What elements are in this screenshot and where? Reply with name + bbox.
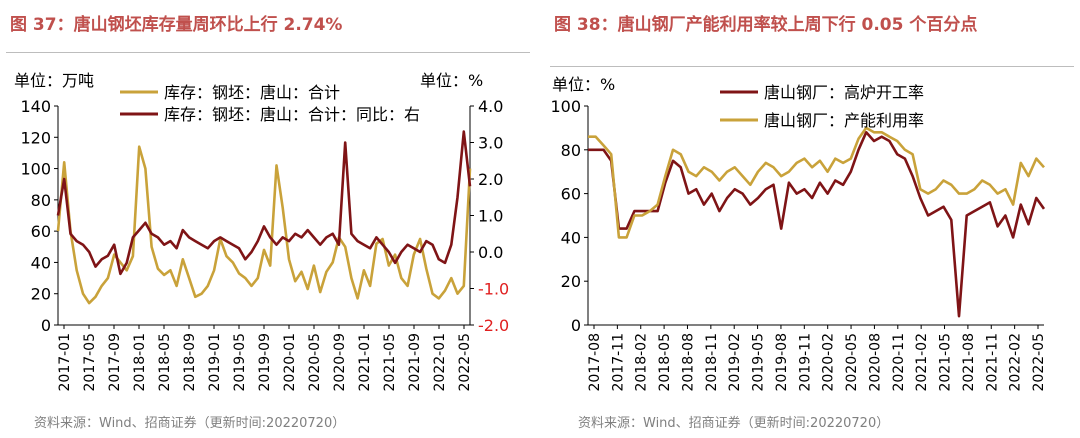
- y-tick-label-right: -1.0: [478, 280, 509, 299]
- x-tick-label: 2019-01: [207, 333, 223, 392]
- legend-label-1: 唐山钢厂：高炉开工率: [764, 83, 924, 102]
- chart-title-left: 图 37：唐山钢坯库存量周环比上行 2.74%: [10, 15, 343, 35]
- y-tick-label-right: 2.0: [478, 170, 503, 189]
- x-tick-label: 2018-11: [704, 333, 720, 392]
- x-tick-label: 2021-08: [961, 333, 977, 392]
- x-tick-label: 2022-05: [457, 333, 473, 392]
- x-tick-label: 2020-08: [867, 333, 883, 392]
- y-tick-label-left: 100: [20, 160, 51, 179]
- y-tick-label-right: 4.0: [478, 97, 503, 116]
- unit-label-right: 单位：%: [420, 71, 483, 90]
- x-tick-label: 2021-05: [382, 333, 398, 392]
- chart-panel-left: 图 37：唐山钢坯库存量周环比上行 2.74% 0 20 40 60 80 100 120 1…: [0, 0, 536, 438]
- x-tick-label: 2017-05: [82, 333, 98, 392]
- y-tick-label-left: 60: [561, 185, 581, 204]
- x-tick-label: 2021-01: [357, 333, 373, 392]
- x-tick-label: 2019-09: [257, 333, 273, 392]
- x-tick-label: 2022-01: [432, 333, 448, 392]
- x-tick-label: 2018-02: [634, 333, 650, 392]
- title-divider-left: [6, 52, 530, 53]
- x-tick-label: 2018-05: [157, 333, 173, 392]
- y-tick-label-right: 0.0: [478, 243, 503, 262]
- y-tick-label-left: 100: [550, 97, 581, 116]
- x-tick-label: 2019-05: [232, 333, 248, 392]
- x-tick-label: 2019-11: [797, 333, 813, 392]
- series-line-2: [588, 126, 1045, 239]
- x-tick-label: 2021-11: [984, 333, 1000, 392]
- unit-label-left: 单位：万吨: [14, 71, 94, 90]
- y-tick-label-right: 1.0: [478, 207, 503, 226]
- chart-title-right: 图 38：唐山钢厂产能利用率较上周下行 0.05 个百分点: [554, 15, 978, 35]
- y-tick-label-left: 20: [561, 272, 581, 291]
- y-tick-label-left: 0: [571, 316, 581, 335]
- chart-panel-right: 图 38：唐山钢厂产能利用率较上周下行 0.05 个百分点 0 20 40 60 80 1…: [544, 0, 1080, 438]
- x-tick-label: 2017-11: [610, 333, 626, 392]
- y-tick-label-left: 120: [20, 128, 51, 147]
- legend-label-2: 唐山钢厂：产能利用率: [764, 111, 924, 130]
- x-tick-label: 2019-05: [751, 333, 767, 392]
- x-tick-label: 2018-01: [132, 333, 148, 392]
- series-line-1: [56, 145, 472, 305]
- x-tick-label: 2018-08: [680, 333, 696, 392]
- y-tick-label-left: 20: [31, 285, 51, 304]
- source-note-left: 资料来源：Wind、招商证券（更新时间:20220720）: [34, 416, 346, 431]
- x-tick-label: 2020-05: [844, 333, 860, 392]
- x-tick-label: 2017-08: [587, 333, 603, 392]
- x-tick-label: 2021-09: [407, 333, 423, 392]
- y-tick-label-left: 60: [31, 222, 51, 241]
- x-tick-label: 2018-05: [657, 333, 673, 392]
- x-tick-label: 2020-11: [891, 333, 907, 392]
- y-tick-label-left: 140: [20, 97, 51, 116]
- legend-label-2: 库存：钢坯：唐山：合计：同比：右: [164, 105, 420, 124]
- x-tick-label: 2022-05: [1031, 333, 1047, 392]
- unit-label-left: 单位：%: [552, 75, 615, 94]
- x-tick-label: 2017-01: [57, 333, 73, 392]
- source-note-right: 资料来源：Wind、招商证券（更新时间:20220720）: [578, 416, 890, 431]
- y-tick-label-left: 0: [41, 316, 51, 335]
- x-tick-label: 2018-09: [182, 333, 198, 392]
- chart-right-svg: 0 20 40 60 80 100 2017-08 2017-11 2018-02 2018-05…: [550, 75, 1047, 392]
- title-divider-right: [550, 66, 1074, 67]
- y-tick-label-left: 40: [561, 228, 581, 247]
- y-tick-label-left: 80: [31, 191, 51, 210]
- y-tick-label-left: 80: [561, 141, 581, 160]
- x-tick-label: 2017-09: [107, 333, 123, 392]
- x-tick-label: 2020-09: [332, 333, 348, 392]
- series-line-2: [56, 130, 472, 276]
- x-tick-label: 2021-02: [914, 333, 930, 392]
- x-tick-label: 2019-02: [727, 333, 743, 392]
- x-tick-label: 2021-05: [938, 333, 954, 392]
- x-tick-label: 2020-01: [282, 333, 298, 392]
- x-tick-label: 2020-02: [821, 333, 837, 392]
- series-line-1: [588, 131, 1046, 318]
- x-tick-label: 2022-02: [1008, 333, 1024, 392]
- legend-label-1: 库存：钢坯：唐山：合计: [164, 83, 340, 102]
- y-tick-label-right: -2.0: [478, 316, 509, 335]
- y-tick-label-left: 40: [31, 253, 51, 272]
- x-tick-label: 2019-08: [774, 333, 790, 392]
- y-tick-label-right: 3.0: [478, 134, 503, 153]
- chart-left-svg: 0 20 40 60 80 100 120 140 -2.0 -1.0 0.0 1.0 2.0 3.0 4.…: [14, 71, 509, 392]
- x-tick-label: 2020-05: [307, 333, 323, 392]
